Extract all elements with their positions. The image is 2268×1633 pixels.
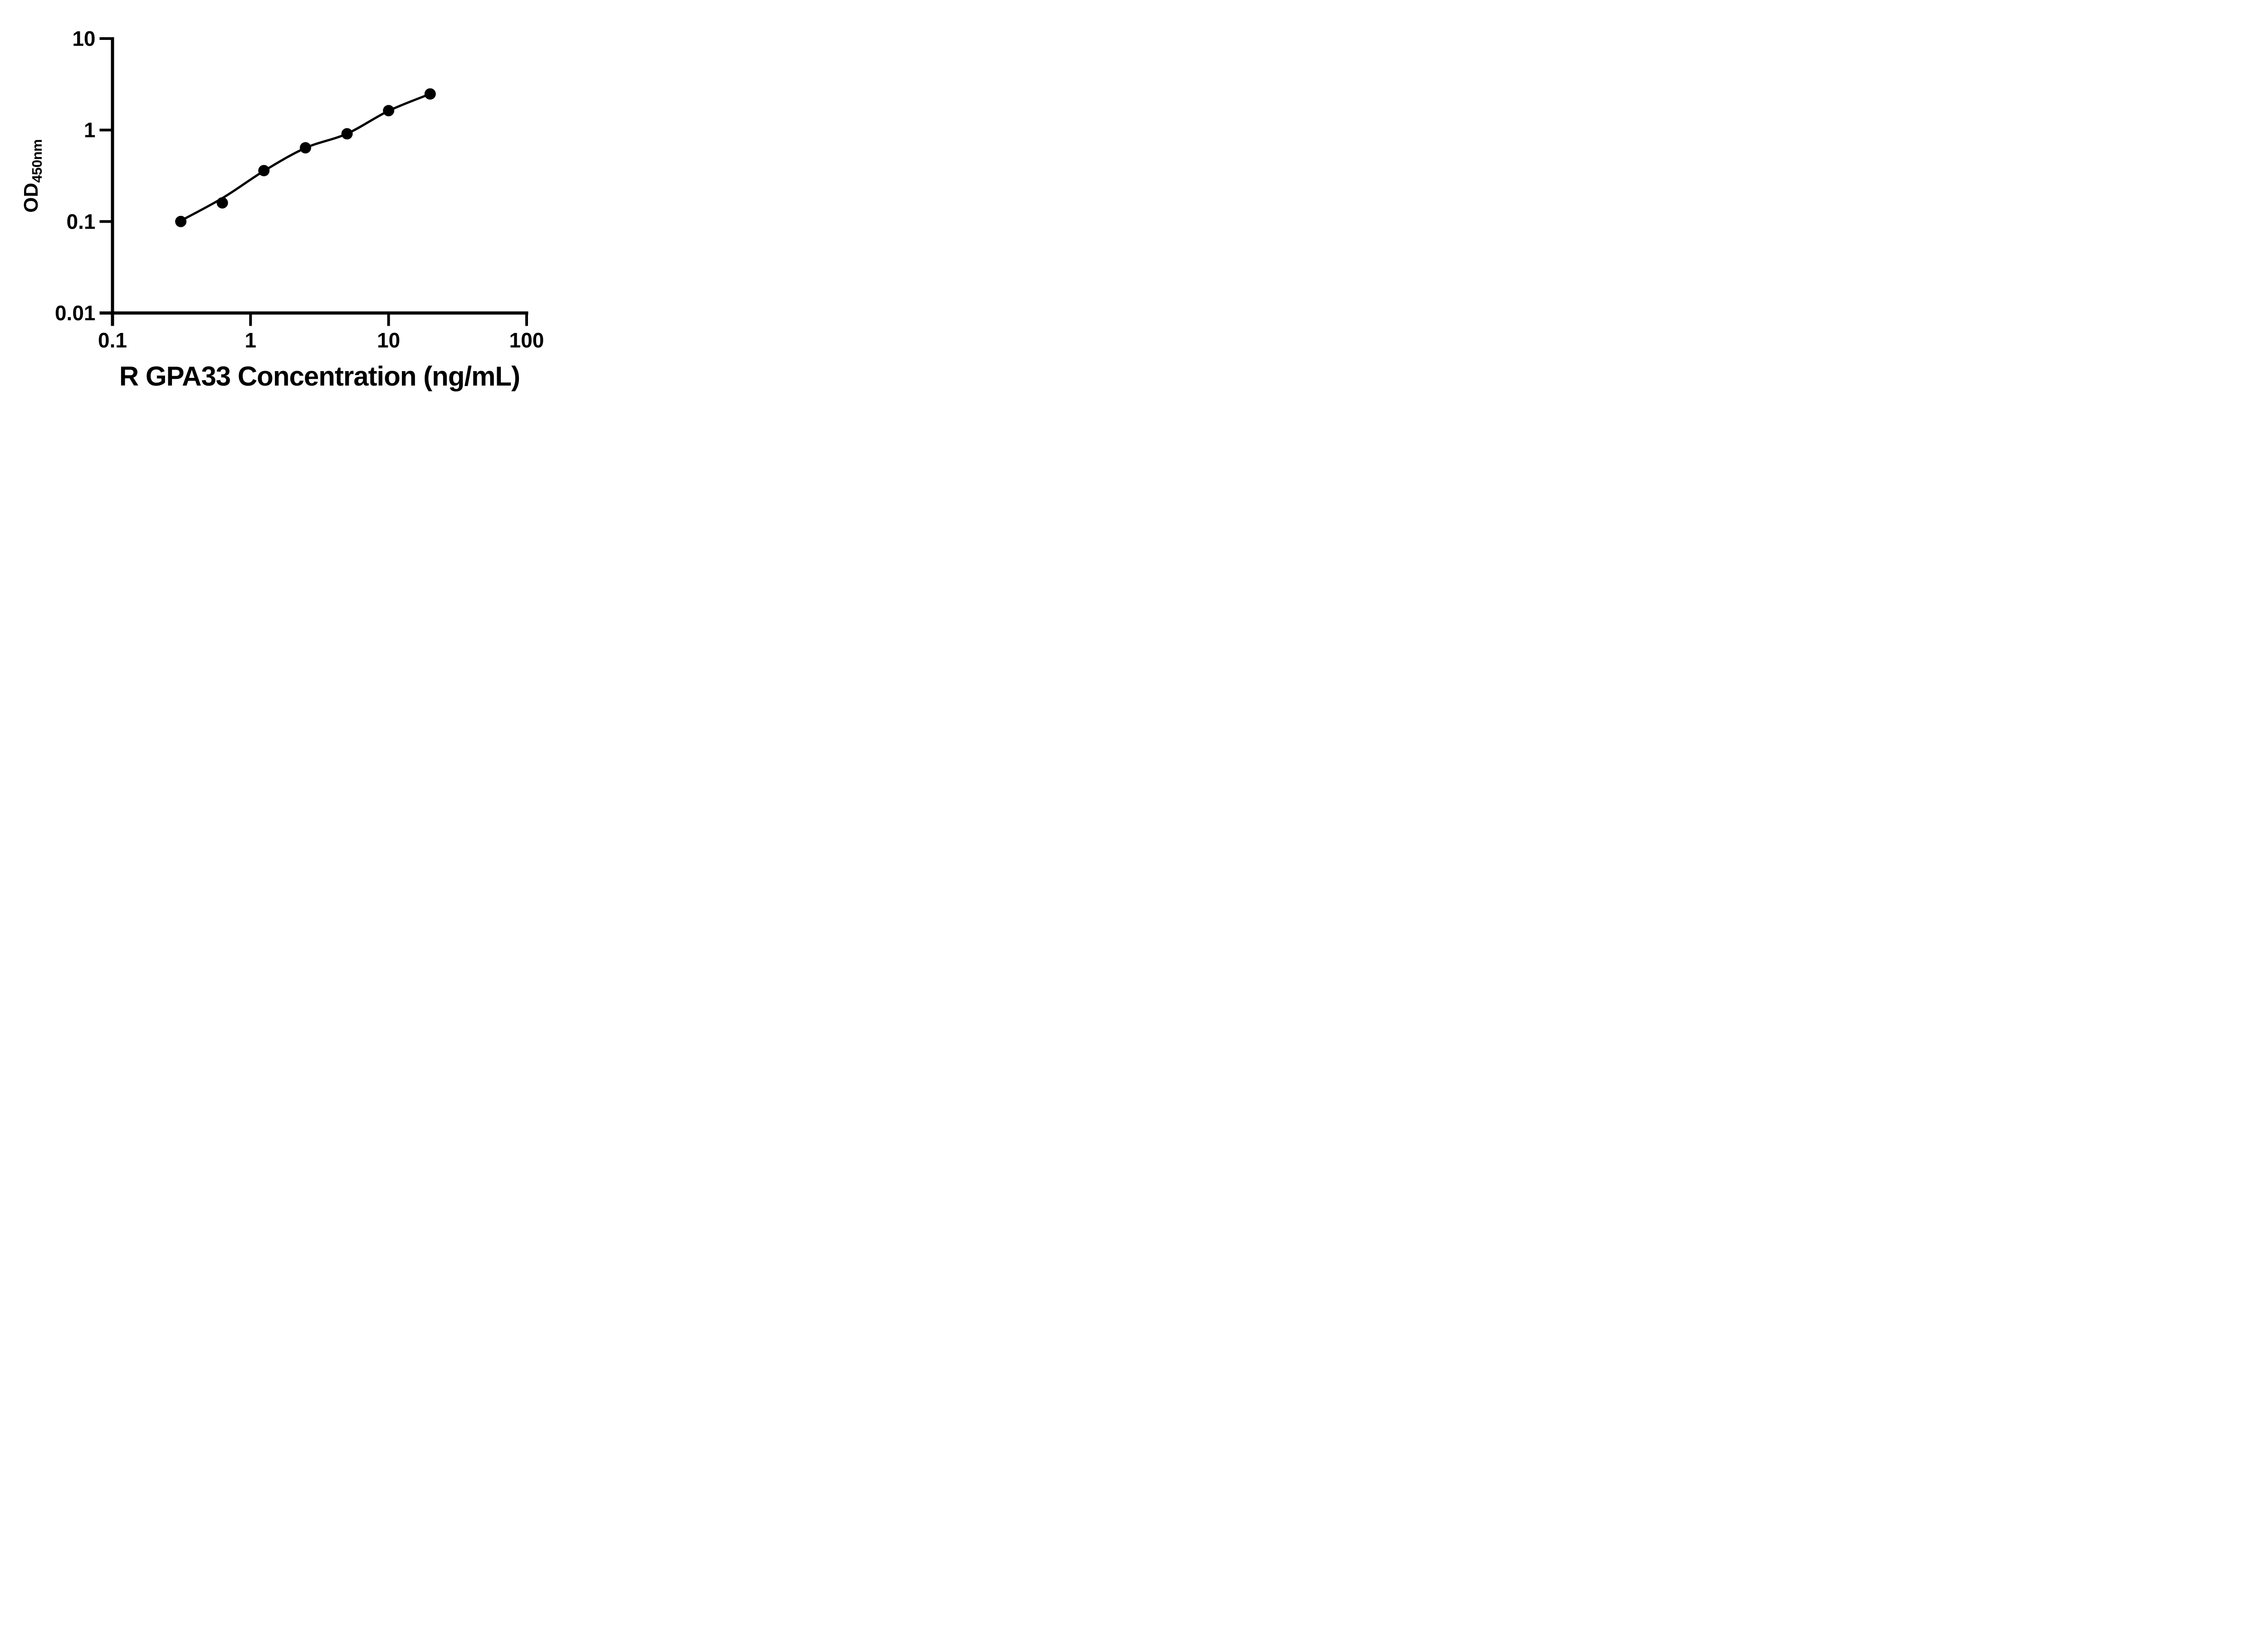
y-axis-title-main: OD xyxy=(20,182,42,213)
elisa-standard-curve-figure: 0.01 0.1 1 10 0.1 1 10 100 OD450nm R GPA33 Conc… xyxy=(0,0,583,408)
x-axis-title: R GPA33 Concentration (ng/mL) xyxy=(119,361,520,391)
y-tick-label: 10 xyxy=(72,27,95,50)
x-tick xyxy=(525,314,528,326)
data-point xyxy=(258,165,270,176)
data-point xyxy=(383,105,395,117)
data-point xyxy=(216,197,228,209)
x-tick xyxy=(387,314,390,326)
y-axis-title-subscript: 450nm xyxy=(29,139,45,183)
data-point xyxy=(175,215,187,227)
y-tick xyxy=(99,128,111,132)
y-tick-label: 0.01 xyxy=(55,301,96,325)
x-tick-label: 10 xyxy=(377,328,400,352)
x-tick-label: 100 xyxy=(509,328,544,352)
y-axis-line xyxy=(111,37,114,326)
y-tick-label: 1 xyxy=(84,118,96,142)
y-tick xyxy=(99,220,111,223)
data-point xyxy=(299,142,311,154)
x-axis-line xyxy=(99,311,528,315)
x-tick xyxy=(249,314,252,326)
data-point xyxy=(424,88,436,100)
y-tick-label: 0.1 xyxy=(67,210,96,233)
data-point xyxy=(341,128,353,140)
y-tick xyxy=(99,37,111,40)
x-tick-label: 1 xyxy=(245,328,257,352)
y-tick xyxy=(99,312,111,314)
x-tick-label: 0.1 xyxy=(98,328,127,352)
x-tick xyxy=(111,314,114,326)
y-axis-title: OD450nm xyxy=(20,139,45,213)
